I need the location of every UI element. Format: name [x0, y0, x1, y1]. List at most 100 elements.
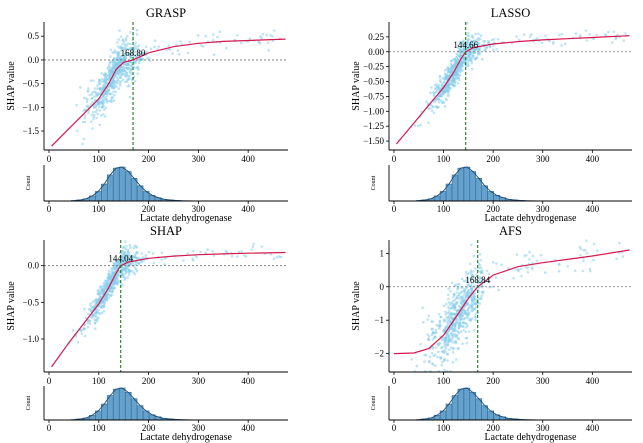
threshold-label: 144.04: [108, 254, 133, 264]
scatter-point: [117, 79, 120, 83]
y-tick-label: −0.50: [363, 77, 384, 87]
scatter-point: [124, 247, 127, 251]
scatter-point: [125, 244, 128, 248]
scatter-point: [470, 309, 474, 313]
scatter-point: [451, 360, 455, 364]
scatter-point: [431, 338, 435, 341]
scatter-point: [144, 256, 147, 259]
scatter-point: [133, 266, 137, 270]
scatter-point: [112, 287, 116, 290]
scatter-point: [616, 33, 619, 37]
scatter-point: [137, 44, 141, 47]
scatter-point: [477, 266, 481, 270]
scatter-point: [272, 257, 276, 261]
scatter-point: [518, 38, 521, 42]
y-axis-label: SHAP value: [6, 281, 17, 331]
scatter-point: [456, 58, 459, 61]
scatter-point: [497, 288, 500, 292]
scatter-point: [135, 29, 139, 32]
scatter-point: [250, 248, 253, 251]
scatter-point: [519, 267, 523, 271]
scatter-point: [474, 312, 478, 315]
scatter-point: [440, 356, 443, 359]
scatter-point: [453, 312, 456, 316]
scatter-point: [458, 40, 462, 44]
scatter-point: [103, 108, 106, 111]
scatter-point: [445, 302, 448, 306]
scatter-point: [495, 262, 498, 265]
scatter-point: [453, 329, 457, 333]
histogram-bar: [463, 166, 471, 202]
scatter-point: [437, 105, 440, 109]
scatter-point: [191, 257, 194, 261]
scatter-point: [443, 357, 447, 361]
scatter-point: [466, 283, 470, 287]
histogram-x-tick-label: 400: [241, 423, 255, 433]
chart-title: LASSO: [491, 6, 531, 20]
scatter-point: [88, 93, 91, 97]
scatter-point: [71, 329, 75, 332]
scatter-point: [544, 271, 547, 274]
scatter-point: [96, 84, 99, 87]
scatter-point: [466, 34, 469, 37]
scatter-point: [91, 110, 95, 114]
scatter-point: [477, 51, 481, 55]
scatter-point: [464, 330, 468, 334]
scatter-point: [470, 278, 474, 281]
scatter-point: [560, 32, 564, 36]
scatter-point: [459, 67, 462, 70]
scatter-point: [479, 266, 483, 270]
scatter-point: [491, 261, 495, 264]
scatter-point: [585, 39, 589, 42]
scatter-point: [432, 331, 435, 335]
histogram-x-tick-label: 400: [241, 204, 255, 214]
scatter-point: [180, 42, 184, 46]
histogram-bar: [118, 166, 126, 202]
histogram-x-tick-label: 300: [192, 423, 206, 433]
scatter-point: [108, 69, 111, 73]
scatter-point: [607, 30, 610, 34]
scatter-point: [134, 54, 137, 57]
histogram-x-tick-label: 200: [486, 204, 500, 214]
scatter-point: [470, 287, 473, 291]
scatter-point: [122, 257, 126, 260]
scatter-point: [473, 42, 476, 46]
scatter-point: [98, 123, 101, 127]
scatter-point: [468, 57, 472, 60]
scatter-point: [465, 41, 469, 44]
scatter-point: [423, 360, 426, 363]
scatter-point: [95, 116, 98, 120]
scatter-point: [417, 124, 420, 128]
scatter-point: [103, 115, 107, 118]
scatter-point: [444, 313, 448, 316]
scatter-point: [558, 33, 561, 37]
histogram-bar: [475, 178, 483, 202]
scatter-point: [135, 45, 138, 48]
scatter-point: [434, 346, 438, 349]
scatter-point: [94, 98, 97, 102]
x-axis-label: Lactate dehydrogenase: [485, 213, 577, 224]
scatter-point: [132, 271, 135, 274]
scatter-point: [98, 292, 101, 296]
x-tick-label: 400: [586, 154, 600, 164]
scatter-point: [121, 267, 124, 270]
scatter-point: [454, 302, 458, 305]
scatter-point: [578, 245, 582, 249]
scatter-point: [485, 269, 489, 273]
scatter-point: [466, 280, 470, 284]
scatter-point: [82, 327, 86, 331]
scatter-point: [109, 55, 112, 58]
scatter-point: [595, 33, 599, 37]
scatter-point: [574, 32, 578, 35]
x-tick-label: 0: [392, 376, 397, 386]
threshold-label: 168.84: [465, 275, 490, 285]
scatter-point: [124, 240, 127, 243]
scatter-point: [468, 311, 471, 314]
scatter-point: [109, 294, 113, 298]
scatter-point: [134, 263, 138, 266]
scatter-point: [564, 42, 567, 46]
scatter-point: [523, 254, 526, 258]
scatter-point: [266, 41, 270, 44]
scatter-point: [448, 337, 452, 341]
scatter-point: [500, 263, 503, 267]
